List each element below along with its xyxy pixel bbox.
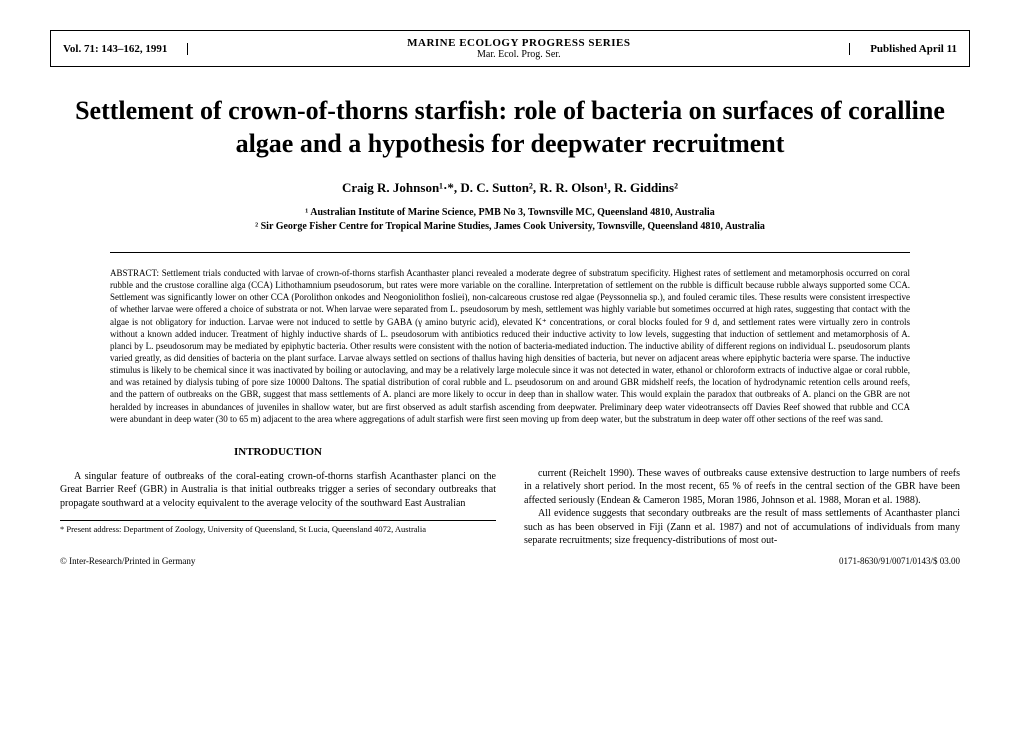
publish-date: Published April 11 [849,43,957,55]
intro-para-2: current (Reichelt 1990). These waves of … [524,467,960,508]
divider-top [110,252,910,253]
affiliation-1: ¹ Australian Institute of Marine Science… [50,206,970,220]
intro-para-3: All evidence suggests that secondary out… [524,507,960,548]
journal-series: MARINE ECOLOGY PROGRESS SERIES [188,37,849,49]
issn-price: 0171-8630/91/0071/0143/$ 03.00 [839,556,960,566]
journal-name-block: MARINE ECOLOGY PROGRESS SERIES Mar. Ecol… [188,37,849,60]
abstract-text: ABSTRACT: Settlement trials conducted wi… [110,267,910,425]
volume-info: Vol. 71: 143–162, 1991 [63,43,188,55]
body-columns: INTRODUCTION A singular feature of outbr… [60,445,960,548]
left-column: INTRODUCTION A singular feature of outbr… [60,445,496,548]
journal-abbr: Mar. Ecol. Prog. Ser. [188,49,849,60]
journal-header: Vol. 71: 143–162, 1991 MARINE ECOLOGY PR… [50,30,970,67]
affiliations: ¹ Australian Institute of Marine Science… [50,206,970,234]
copyright: © Inter-Research/Printed in Germany [60,556,195,566]
intro-heading: INTRODUCTION [60,445,496,460]
affiliation-2: ² Sir George Fisher Centre for Tropical … [50,220,970,234]
article-title: Settlement of crown-of-thorns starfish: … [50,95,970,160]
author-footnote: * Present address: Department of Zoology… [60,520,496,535]
author-list: Craig R. Johnson¹·*, D. C. Sutton², R. R… [50,180,970,196]
page-footer: © Inter-Research/Printed in Germany 0171… [50,556,970,566]
right-column: current (Reichelt 1990). These waves of … [524,445,960,548]
intro-para-1: A singular feature of outbreaks of the c… [60,470,496,511]
